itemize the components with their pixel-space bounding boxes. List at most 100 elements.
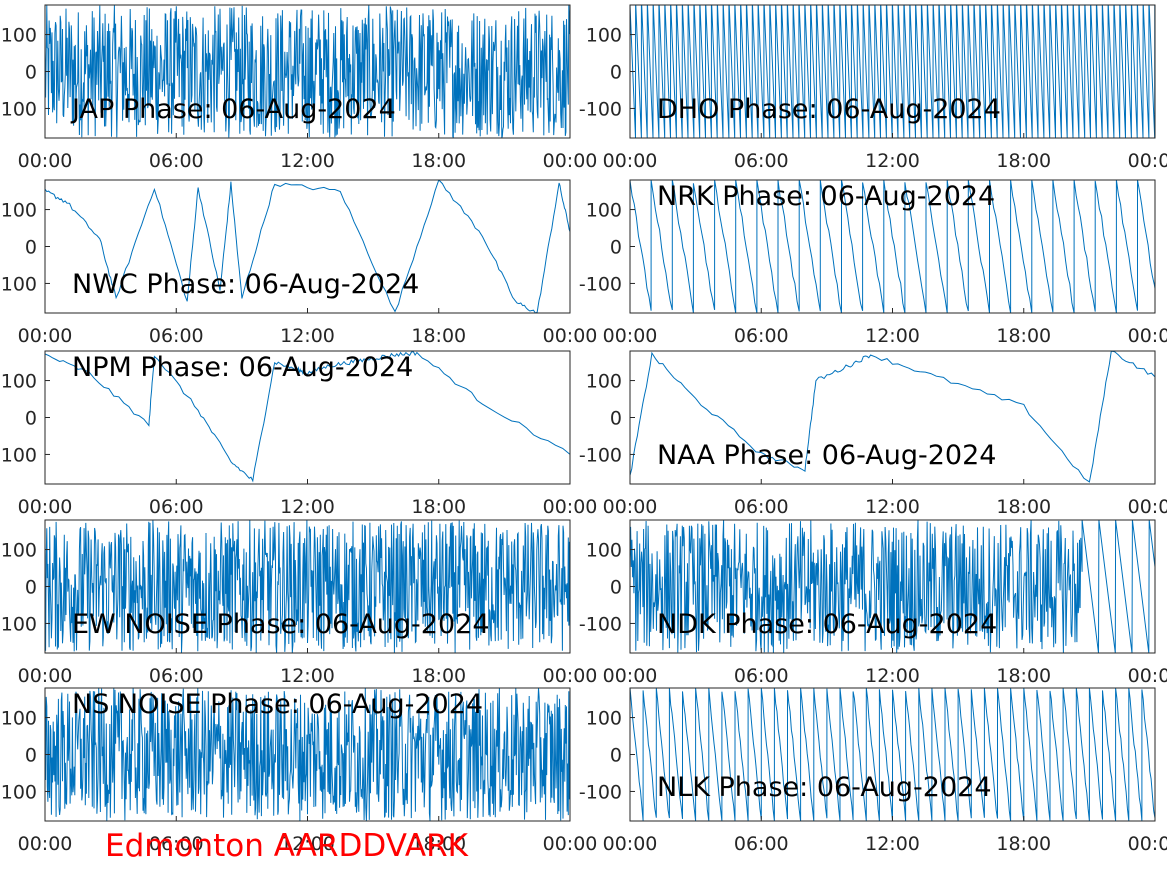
y-tick-label: -100 xyxy=(0,781,37,803)
panel-ndk: 100 0 -100 00:00 06:00 12:00 18:00 00:00 NDK Pha… xyxy=(579,519,1167,687)
x-tick-label: 06:00 xyxy=(149,150,204,172)
y-tick-label: 0 xyxy=(25,62,37,84)
x-tick-label: 18:00 xyxy=(996,833,1051,855)
y-tick-label: -100 xyxy=(579,613,622,635)
x-tick-label: 06:00 xyxy=(734,833,789,855)
x-tick-label: 00:00 xyxy=(603,833,658,855)
panel-title: NPM Phase: 06-Aug-2024 xyxy=(72,352,413,383)
panel-nlk: 100 0 -100 00:00 06:00 12:00 18:00 00:00 NLK Pha… xyxy=(579,687,1167,855)
series-line xyxy=(630,520,1155,653)
y-tick-label: 100 xyxy=(586,540,622,562)
x-tick-label: 00:00 xyxy=(543,325,598,347)
x-tick-label: 00:00 xyxy=(18,325,73,347)
panel-naa: 100 0 -100 00:00 06:00 12:00 18:00 00:00 NAA Pha… xyxy=(579,350,1167,518)
x-tick-label: 12:00 xyxy=(280,325,335,347)
x-tick-label: 00:00 xyxy=(1128,496,1167,518)
series-line xyxy=(45,688,570,821)
series-line xyxy=(630,688,1155,821)
x-tick-label: 06:00 xyxy=(734,150,789,172)
x-tick-label: 00:00 xyxy=(18,665,73,687)
panel-title: NS NOISE Phase: 06-Aug-2024 xyxy=(72,689,483,720)
x-tick-label: 06:00 xyxy=(734,496,789,518)
x-tick-label: 18:00 xyxy=(996,150,1051,172)
panel-ew_noise: 100 0 -100 00:00 06:00 12:00 18:00 00:00 EW NOIS… xyxy=(0,519,598,687)
x-tick-label: 00:00 xyxy=(603,325,658,347)
y-tick-label: 100 xyxy=(586,371,622,393)
y-tick-label: 100 xyxy=(586,25,622,47)
x-tick-label: 00:00 xyxy=(543,665,598,687)
y-tick-label: 0 xyxy=(610,408,622,430)
y-tick-label: -100 xyxy=(579,781,622,803)
x-tick-label: 06:00 xyxy=(149,833,204,855)
x-tick-label: 12:00 xyxy=(865,325,920,347)
y-tick-label: 0 xyxy=(610,62,622,84)
y-tick-label: -100 xyxy=(579,273,622,295)
series-line xyxy=(45,180,570,313)
footer-label: Edmonton AARDDVARK xyxy=(105,828,469,864)
y-tick-label: -100 xyxy=(579,98,622,120)
y-tick-label: -100 xyxy=(0,613,37,635)
panel-title: DHO Phase: 06-Aug-2024 xyxy=(657,94,1001,125)
y-tick-label: 0 xyxy=(610,745,622,767)
y-tick-label: 100 xyxy=(586,200,622,222)
x-tick-label: 12:00 xyxy=(865,496,920,518)
series-line xyxy=(630,180,1155,313)
series-line xyxy=(45,520,570,653)
x-tick-label: 12:00 xyxy=(280,496,335,518)
x-tick-label: 00:00 xyxy=(18,150,73,172)
x-tick-label: 18:00 xyxy=(411,833,466,855)
panel-title: EW NOISE Phase: 06-Aug-2024 xyxy=(72,609,490,640)
panel-title: NWC Phase: 06-Aug-2024 xyxy=(72,269,419,300)
x-tick-label: 00:00 xyxy=(1128,665,1167,687)
series-line xyxy=(630,351,1155,483)
y-tick-label: 0 xyxy=(25,745,37,767)
panel-title: NDK Phase: 06-Aug-2024 xyxy=(657,609,997,640)
x-tick-label: 00:00 xyxy=(603,150,658,172)
x-tick-label: 18:00 xyxy=(411,496,466,518)
x-tick-label: 06:00 xyxy=(149,665,204,687)
x-tick-label: 18:00 xyxy=(411,665,466,687)
panel-title: JAP Phase: 06-Aug-2024 xyxy=(70,94,396,125)
y-tick-label: 0 xyxy=(25,237,37,259)
panel-title: NAA Phase: 06-Aug-2024 xyxy=(657,440,996,471)
x-tick-label: 06:00 xyxy=(734,325,789,347)
y-tick-label: -100 xyxy=(0,98,37,120)
panel-dho: 100 0 -100 00:00 06:00 12:00 18:00 00:00 DHO Pha… xyxy=(579,4,1167,172)
y-tick-label: -100 xyxy=(579,444,622,466)
y-tick-label: 100 xyxy=(1,540,37,562)
panel-nrk: 100 0 -100 00:00 06:00 12:00 18:00 00:00 NRK Pha… xyxy=(579,179,1167,347)
series-line xyxy=(45,5,570,138)
x-tick-label: 00:00 xyxy=(1128,833,1167,855)
y-tick-label: 0 xyxy=(610,237,622,259)
x-tick-label: 12:00 xyxy=(280,833,335,855)
panel-npm: 100 0 -100 00:00 06:00 12:00 18:00 00:00 NPM Pha… xyxy=(0,350,598,518)
x-tick-label: 12:00 xyxy=(280,150,335,172)
panel-ns_noise: 100 0 -100 00:00 06:00 12:00 18:00 00:00 NS NOIS… xyxy=(0,687,598,855)
x-tick-label: 00:00 xyxy=(603,496,658,518)
y-tick-label: 100 xyxy=(1,200,37,222)
x-tick-label: 12:00 xyxy=(865,833,920,855)
series-line xyxy=(630,5,1155,138)
panel-title: NRK Phase: 06-Aug-2024 xyxy=(657,181,995,212)
y-tick-label: 100 xyxy=(586,708,622,730)
x-tick-label: 06:00 xyxy=(734,665,789,687)
x-tick-label: 00:00 xyxy=(543,150,598,172)
x-tick-label: 18:00 xyxy=(996,325,1051,347)
x-tick-label: 00:00 xyxy=(603,665,658,687)
y-tick-label: 0 xyxy=(25,408,37,430)
y-tick-label: 100 xyxy=(1,371,37,393)
panel-nwc: 100 0 -100 00:00 06:00 12:00 18:00 00:00 NWC Pha… xyxy=(0,179,598,347)
x-tick-label: 00:00 xyxy=(543,833,598,855)
x-tick-label: 00:00 xyxy=(18,496,73,518)
x-tick-label: 06:00 xyxy=(149,325,204,347)
x-tick-label: 12:00 xyxy=(865,665,920,687)
y-tick-label: 100 xyxy=(1,25,37,47)
y-tick-label: 100 xyxy=(1,708,37,730)
y-tick-label: -100 xyxy=(0,444,37,466)
x-tick-label: 18:00 xyxy=(996,665,1051,687)
x-tick-label: 00:00 xyxy=(1128,325,1167,347)
panel-title: NLK Phase: 06-Aug-2024 xyxy=(657,772,992,803)
x-tick-label: 12:00 xyxy=(280,665,335,687)
x-tick-label: 00:00 xyxy=(543,496,598,518)
